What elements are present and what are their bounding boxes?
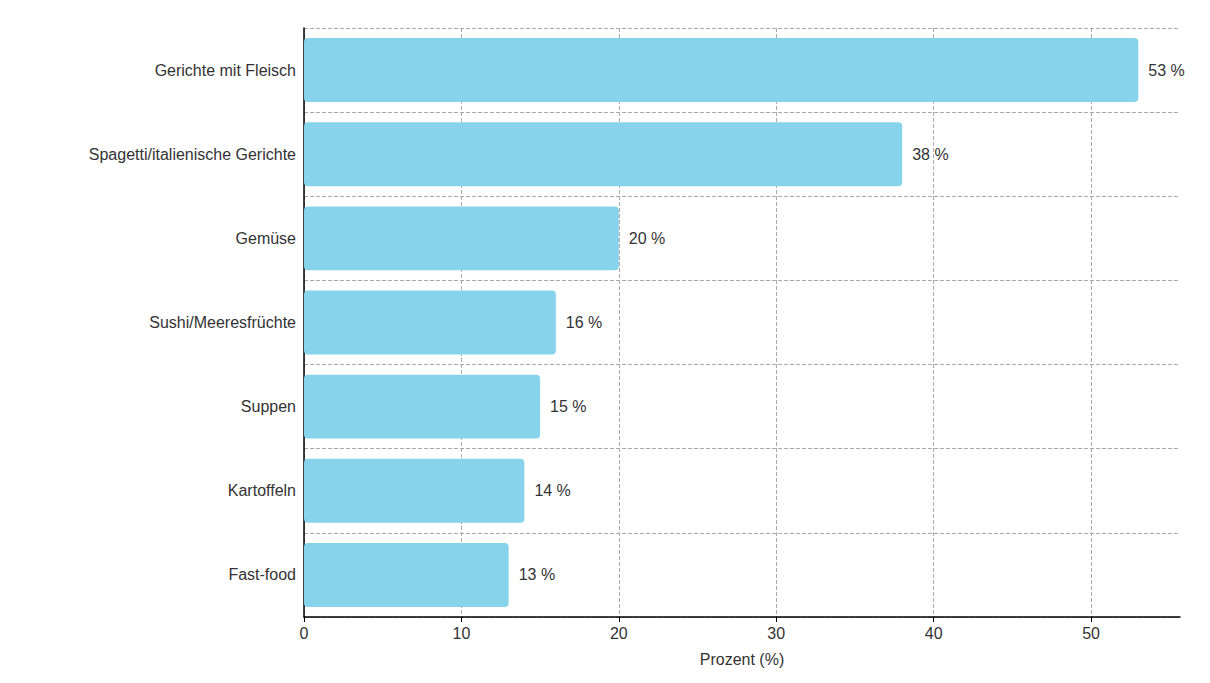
- svg-text:38 %: 38 %: [912, 146, 948, 163]
- svg-text:53 %: 53 %: [1148, 62, 1184, 79]
- svg-text:15 %: 15 %: [550, 398, 586, 415]
- svg-text:14 %: 14 %: [534, 482, 570, 499]
- svg-text:50: 50: [1082, 625, 1100, 642]
- svg-text:Spagetti/italienische Gerichte: Spagetti/italienische Gerichte: [89, 146, 296, 163]
- svg-text:Gemüse: Gemüse: [236, 230, 297, 247]
- svg-text:16 %: 16 %: [566, 314, 602, 331]
- svg-text:0: 0: [300, 625, 309, 642]
- svg-text:Gerichte mit Fleisch: Gerichte mit Fleisch: [155, 62, 296, 79]
- svg-text:13 %: 13 %: [519, 566, 555, 583]
- svg-text:Fast-food: Fast-food: [228, 566, 296, 583]
- svg-text:20: 20: [610, 625, 628, 642]
- svg-text:Sushi/Meeresfrüchte: Sushi/Meeresfrüchte: [149, 314, 296, 331]
- svg-text:40: 40: [925, 625, 943, 642]
- svg-text:Suppen: Suppen: [241, 398, 296, 415]
- svg-text:10: 10: [453, 625, 471, 642]
- svg-text:Kartoffeln: Kartoffeln: [228, 482, 296, 499]
- svg-text:Prozent (%): Prozent (%): [700, 651, 784, 668]
- svg-text:30: 30: [767, 625, 785, 642]
- svg-text:20 %: 20 %: [629, 230, 665, 247]
